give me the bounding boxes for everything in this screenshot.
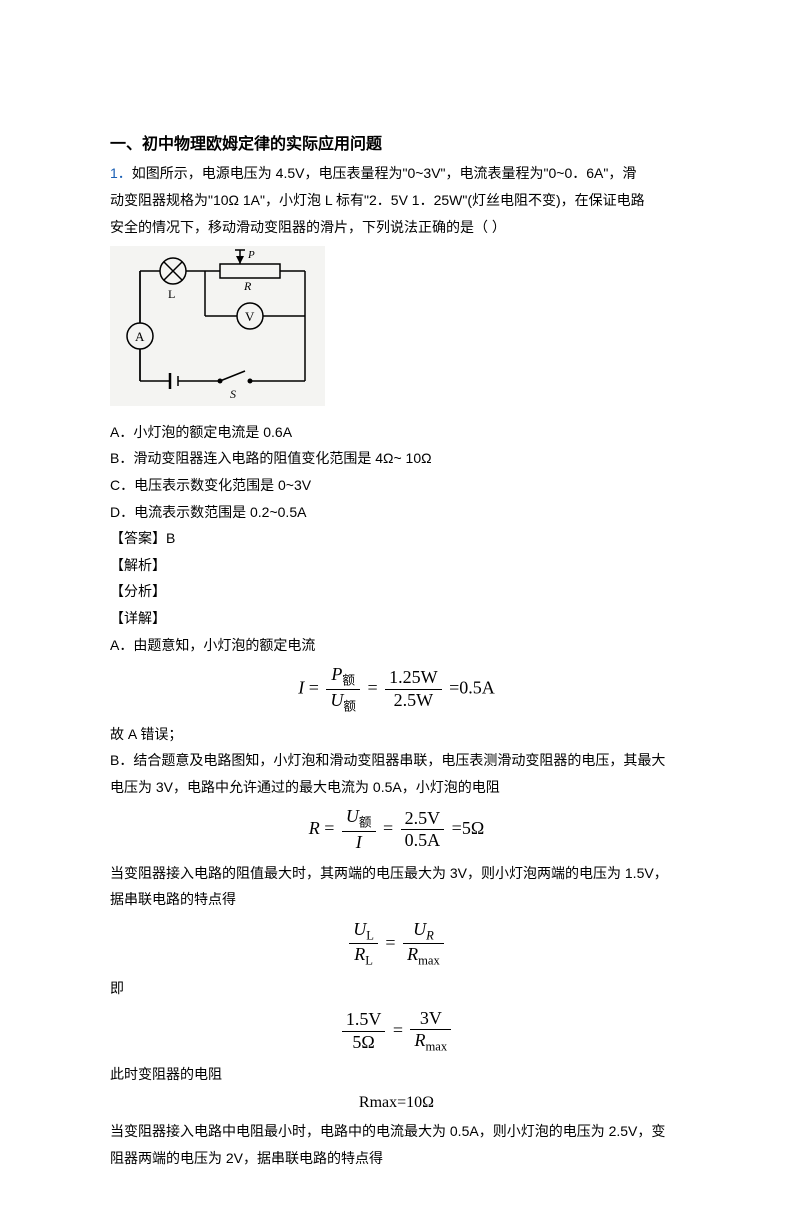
f2-eq2: = xyxy=(383,818,393,838)
formula-2: R = U额 I = 2.5V 0.5A =5Ω xyxy=(110,806,683,853)
f2-frac1: U额 I xyxy=(342,806,376,853)
f2-sub1: 额 xyxy=(359,816,372,830)
f2-eq1: = xyxy=(324,818,334,838)
f1-eq3: = xyxy=(449,677,459,697)
sol-b-line6: 当变阻器接入电路中电阻最小时，电路中的电流最大为 0.5A，则小灯泡的电压为 2… xyxy=(110,1118,683,1145)
stem-line-2: 动变阻器规格为"10Ω 1A"，小灯泡 L 标有"2．5V 1．25W"(灯丝电… xyxy=(110,187,683,214)
f2-frac2: 2.5V 0.5A xyxy=(401,808,445,852)
f3-left: UL RL xyxy=(349,919,378,969)
f1-num: 1.25W xyxy=(385,667,442,690)
f1-sub1: 额 xyxy=(342,674,355,688)
stem-line-1: 如图所示，电源电压为 4.5V，电压表量程为"0~3V"，电流表量程为"0~0．… xyxy=(132,165,637,181)
f3-submax: max xyxy=(418,954,440,968)
circuit-svg: L P R A V xyxy=(110,246,325,406)
sol-b-line2: 电压为 3V，电路中允许通过的最大电流为 0.5A，小灯泡的电阻 xyxy=(110,774,683,801)
f3-right: UR Rmax xyxy=(403,919,444,969)
sol-a-line: A．由题意知，小灯泡的额定电流 xyxy=(110,632,683,659)
f3-eq: = xyxy=(385,932,395,952)
f4-den2R: R xyxy=(414,1030,425,1050)
f3-subR: R xyxy=(426,928,434,942)
sol-b-line3: 当变阻器接入电路的阻值最大时，其两端的电压最大为 3V，则小灯泡两端的电压为 1… xyxy=(110,860,683,887)
question-stem: 1．如图所示，电源电压为 4.5V，电压表量程为"0~3V"，电流表量程为"0~… xyxy=(110,160,683,187)
f2-I: I xyxy=(356,832,362,852)
f5-text: Rmax=10Ω xyxy=(359,1094,434,1111)
stem-line-3: 安全的情况下，移动滑动变阻器的滑片，下列说法正确的是（ ） xyxy=(110,214,683,241)
sol-a-wrong: 故 A 错误； xyxy=(110,721,683,748)
label-R: R xyxy=(243,279,252,293)
section-heading: 一、初中物理欧姆定律的实际应用问题 xyxy=(110,130,683,160)
question-number: 1． xyxy=(110,165,132,181)
f1-P: P xyxy=(331,664,342,684)
f1-frac2: 1.25W 2.5W xyxy=(385,667,442,711)
f3-Rmax: R xyxy=(407,944,418,964)
sol-b-line4: 据串联电路的特点得 xyxy=(110,886,683,913)
page: 一、初中物理欧姆定律的实际应用问题 1．如图所示，电源电压为 4.5V，电压表量… xyxy=(0,0,793,1211)
answer-line: 【答案】B xyxy=(110,525,683,552)
f2-eq3: = xyxy=(452,818,462,838)
f2-U: U xyxy=(346,806,359,826)
option-d: D．电流表示数范围是 0.2~0.5A xyxy=(110,499,683,526)
sol-b-line7: 阻器两端的电压为 2V，据串联电路的特点得 xyxy=(110,1145,683,1172)
f1-U: U xyxy=(330,690,343,710)
f1-res: 0.5A xyxy=(459,677,495,697)
f1-frac1: P额 U额 xyxy=(326,664,360,714)
f3-UR: U xyxy=(413,919,426,939)
f2-num: 2.5V xyxy=(401,808,445,831)
f2-den: 0.5A xyxy=(401,830,445,852)
label-S: S xyxy=(230,387,236,401)
f4-right: 3V Rmax xyxy=(410,1008,451,1055)
f3-RL: R xyxy=(354,944,365,964)
sol-b-ji: 即 xyxy=(110,975,683,1002)
f3-UL: U xyxy=(353,919,366,939)
f1-sub2: 额 xyxy=(343,699,356,713)
option-a: A．小灯泡的额定电流是 0.6A xyxy=(110,419,683,446)
label-L: L xyxy=(168,287,175,301)
f4-left: 1.5V 5Ω xyxy=(342,1009,386,1053)
f1-I: I xyxy=(298,677,304,697)
option-c: C．电压表示数变化范围是 0~3V xyxy=(110,472,683,499)
sol-b-line5: 此时变阻器的电阻 xyxy=(110,1061,683,1088)
f4-den1: 5Ω xyxy=(342,1032,386,1054)
sol-b-line1: B．结合题意及电路图知，小灯泡和滑动变阻器串联，电压表测滑动变阻器的电压，其最大 xyxy=(110,747,683,774)
formula-1: I = P额 U额 = 1.25W 2.5W =0.5A xyxy=(110,664,683,714)
jiexi-label: 【解析】 xyxy=(110,552,683,579)
f4-eq: = xyxy=(393,1020,403,1040)
f1-eq2: = xyxy=(367,677,377,697)
f2-res: 5Ω xyxy=(462,818,484,838)
fenxi-label: 【分析】 xyxy=(110,578,683,605)
f4-num2: 3V xyxy=(410,1008,451,1031)
f2-R: R xyxy=(309,818,320,838)
f3-subL1: L xyxy=(366,928,374,942)
f1-eq1: = xyxy=(309,677,319,697)
xiangjie-label: 【详解】 xyxy=(110,605,683,632)
formula-3: UL RL = UR Rmax xyxy=(110,919,683,969)
f4-num1: 1.5V xyxy=(342,1009,386,1032)
f3-subL2: L xyxy=(365,954,373,968)
option-b: B．滑动变阻器连入电路的阻值变化范围是 4Ω~ 10Ω xyxy=(110,445,683,472)
f1-den: 2.5W xyxy=(385,690,442,712)
label-P: P xyxy=(247,249,255,261)
label-A: A xyxy=(135,329,145,344)
circuit-diagram: L P R A V xyxy=(110,246,683,415)
f4-den2sub: max xyxy=(425,1040,447,1054)
label-V: V xyxy=(245,309,255,324)
formula-5: Rmax=10Ω xyxy=(110,1088,683,1118)
formula-4: 1.5V 5Ω = 3V Rmax xyxy=(110,1008,683,1055)
